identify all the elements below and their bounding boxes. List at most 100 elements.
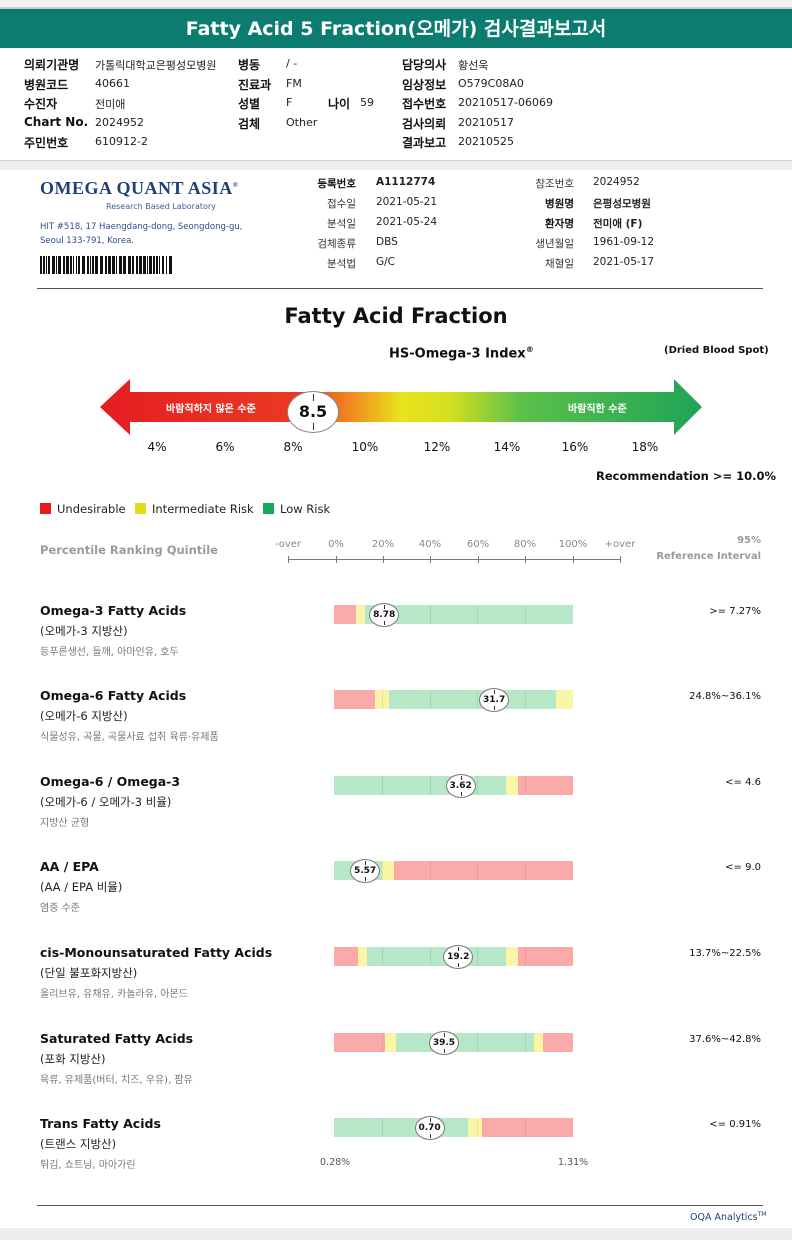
bar-segment-red (517, 947, 573, 966)
age-value: 59 (360, 96, 374, 109)
result-bar (334, 605, 573, 624)
header-field-label: 담당의사 (402, 58, 447, 72)
result-marker: 3.62 (445, 774, 476, 798)
reference-value: <= 0.91% (709, 1119, 761, 1130)
gauge-tick-label: 4% (147, 440, 167, 454)
index-marker: 8.5 (287, 391, 339, 433)
header-field-label: 병원코드 (24, 78, 69, 92)
bar-gridline (429, 861, 431, 880)
gauge-arrow (100, 379, 702, 435)
result-value: 0.70 (418, 1123, 441, 1133)
bar-gridline (381, 776, 383, 795)
header-field-value: FM (286, 77, 302, 90)
index-value: 8.5 (298, 402, 328, 421)
header-field-label: 성별 (238, 97, 261, 111)
percentile-axis-tick (525, 556, 526, 563)
bar-segment-green (388, 690, 557, 709)
row-title: Omega-3 Fatty Acids (40, 603, 187, 618)
footer-mark: TM (757, 1211, 767, 1218)
bar-segment-yellow (467, 1118, 483, 1137)
marker-up-arrow-icon (365, 861, 367, 865)
bar-segment-red (482, 1118, 573, 1137)
legend-swatch (135, 503, 146, 514)
row-note: 육류, 유제품(버터, 치즈, 우유), 팜유 (40, 1075, 193, 1086)
row-subtitle: (오메가-3 지방산) (40, 624, 128, 638)
header-divider (0, 160, 792, 170)
sample-field-value: A1112774 (376, 176, 436, 188)
row-subtitle: (단일 불포화지방산) (40, 966, 138, 980)
percentile-header: 20% (371, 539, 395, 550)
header-field-label: 주민번호 (24, 136, 69, 150)
marker-down-arrow-icon (384, 621, 386, 625)
sample-field-label: 병원명 (545, 198, 574, 210)
result-value: 31.7 (483, 695, 506, 705)
result-marker: 5.57 (350, 859, 381, 883)
marker-down-arrow-icon (443, 1049, 445, 1053)
marker-down-arrow-icon (460, 792, 462, 796)
row-title: Omega-6 Fatty Acids (40, 688, 187, 703)
reference-value: 37.6%~42.8% (689, 1034, 761, 1045)
marker-up-arrow-icon (458, 947, 460, 951)
gauge-tick-label: 16% (561, 440, 589, 454)
marker-down-arrow-icon (313, 423, 314, 430)
percentile-header: +over (604, 539, 636, 550)
bar-segment-yellow (506, 776, 519, 795)
header-field-value: / - (286, 57, 298, 70)
bar-gridline (381, 947, 383, 966)
sample-field-label: 검체종류 (317, 238, 356, 250)
bar-gridline (477, 690, 479, 709)
percentile-axis-tick (430, 556, 431, 563)
bar-segment-red (393, 861, 573, 880)
row-note: 염증 수준 (40, 903, 80, 914)
header-field-label: 의뢰기관명 (24, 58, 80, 72)
header-field-label: 수진자 (24, 97, 58, 111)
percentile-header: 0% (328, 539, 344, 550)
scale-min-label: 0.28% (320, 1157, 351, 1168)
header-field-value: 전미애 (95, 98, 126, 111)
reference-value: <= 4.6 (725, 777, 761, 788)
sample-field-value: G/C (376, 256, 396, 268)
header-field-label: 검체 (238, 117, 261, 131)
lab-subtitle: Research Based Laboratory (106, 202, 216, 211)
bar-gridline (525, 776, 527, 795)
bar-gridline (381, 1118, 383, 1137)
result-marker: 39.5 (428, 1031, 459, 1055)
row-subtitle: (포화 지방산) (40, 1052, 106, 1066)
marker-down-arrow-icon (365, 877, 367, 881)
sample-field-label: 등록번호 (317, 178, 356, 190)
sample-field-value: 2021-05-17 (593, 256, 655, 268)
sample-field-label: 생년월일 (535, 238, 574, 250)
result-bar (334, 1118, 573, 1137)
gauge-left-label: 바람직하지 않은 수준 (166, 404, 256, 415)
lab-logo: OMEGA QUANT ASIA® (40, 178, 238, 199)
bar-gridline (525, 690, 527, 709)
legend-swatch (263, 503, 274, 514)
result-marker: 19.2 (443, 945, 474, 969)
report-title: Fatty Acid 5 Fraction(오메가) 검사결과보고서 (0, 8, 792, 48)
row-title: Omega-6 / Omega-3 (40, 774, 181, 789)
lab-logo-text: OMEGA QUANT ASIA (40, 178, 233, 198)
row-note: 올리브유, 유채유, 카놀라유, 아몬드 (40, 989, 188, 1000)
bar-segment-yellow (355, 605, 366, 624)
header-field-label: 결과보고 (402, 136, 447, 150)
row-note: 식물성유, 곡물, 곡물사료 섭취 육류·유제품 (40, 732, 219, 743)
legend-label: Undesirable (57, 502, 126, 516)
header-field-value: 20210517-06069 (458, 96, 553, 109)
lab-logo-mark: ® (232, 181, 239, 189)
bar-gridline (429, 690, 431, 709)
result-bar (334, 690, 573, 709)
row-title: cis-Monounsaturated Fatty Acids (40, 945, 273, 960)
percentile-axis-tick (383, 556, 384, 563)
header-field-value: F (286, 96, 293, 109)
footer-text: OQA Analytics (690, 1212, 758, 1224)
bar-segment-red (334, 947, 358, 966)
result-value: 8.78 (373, 610, 396, 620)
section-title: Fatty Acid Fraction (284, 304, 508, 328)
header-field-value: 610912-2 (95, 135, 148, 148)
gauge-tick-label: 10% (351, 440, 379, 454)
marker-up-arrow-icon (494, 690, 496, 694)
header-field-label: 병동 (238, 58, 261, 72)
header-field-value: 20210525 (458, 135, 514, 148)
sample-field-value: 전미애 (F) (593, 218, 643, 230)
sample-field-value: 2024952 (593, 176, 640, 188)
